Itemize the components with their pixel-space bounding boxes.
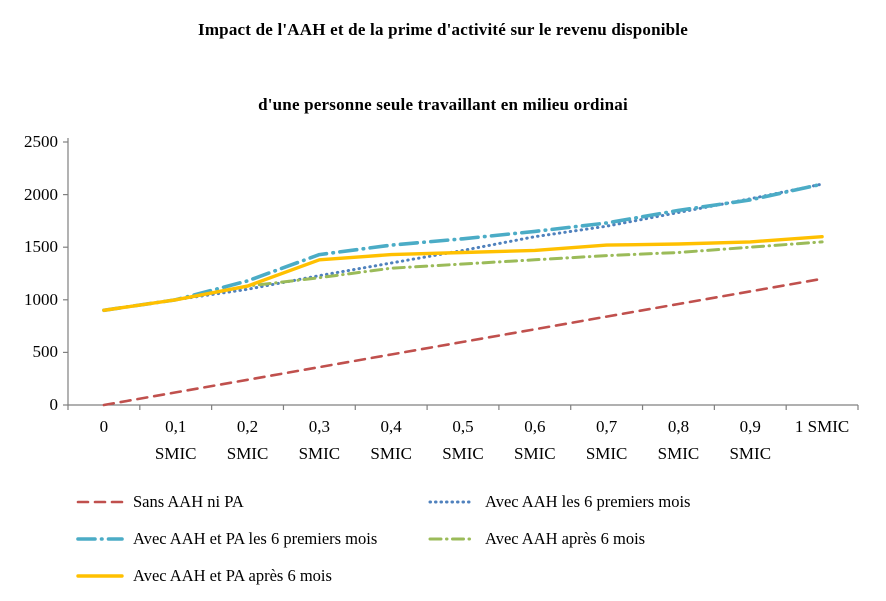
x-axis-tick-label: 0,4 SMIC — [370, 417, 412, 463]
legend-item: Avec AAH et PA après 6 mois — [76, 565, 428, 587]
legend-item: Avec AAH et PA les 6 premiers mois — [76, 528, 428, 550]
x-axis-tick-label: 0,2 SMIC — [226, 417, 269, 463]
legend-swatch — [428, 537, 476, 541]
legend-label: Avec AAH après 6 mois — [485, 529, 646, 548]
legend-label: Sans AAH ni PA — [133, 492, 244, 511]
x-axis-tick-label: 0,9 SMIC — [729, 417, 772, 463]
y-axis-labels: 0 500 1000 1500 2000 2500 — [0, 0, 58, 601]
legend-label: Avec AAH et PA après 6 mois — [133, 566, 332, 585]
y-axis-tick-label: 2000 — [24, 184, 58, 204]
y-axis-tick-label: 2500 — [24, 132, 58, 151]
y-axis-tick-label: 500 — [32, 342, 59, 362]
legend-swatch — [76, 574, 124, 578]
x-axis-tick-label: 0,5 SMIC — [442, 417, 484, 463]
legend-swatch — [76, 500, 124, 504]
x-axis-tick-label: 0,7 SMIC — [585, 417, 628, 463]
legend-item: Avec AAH les 6 premiers mois — [428, 491, 848, 513]
legend-item: Avec AAH après 6 mois — [428, 528, 848, 550]
series-line-avec-aah-et-pa-apr-s-6-mois — [102, 234, 824, 312]
chart-title: Impact de l'AAH et de la prime d'activit… — [198, 20, 688, 39]
series-line-avec-aah-et-pa-les-6-premiers-mois — [102, 182, 824, 313]
chart-subtitle: d'une personne seule travaillant en mili… — [258, 95, 628, 114]
x-axis-tick-label: 0,1 SMIC — [154, 417, 197, 463]
legend-swatch — [428, 500, 476, 504]
series-line-sans-aah-ni-pa — [102, 277, 824, 407]
legend-label: Avec AAH les 6 premiers mois — [485, 492, 691, 511]
y-axis-tick-label: 1000 — [24, 289, 58, 309]
legend-swatch — [76, 537, 124, 541]
x-axis-tick-label: 0,6 SMIC — [514, 417, 556, 463]
y-axis-tick-label: 1500 — [24, 237, 58, 257]
x-axis-tick-label: 0,3 SMIC — [298, 417, 341, 463]
legend-label: Avec AAH et PA les 6 premiers mois — [133, 529, 378, 548]
x-axis-tick-label: 0,8 SMIC — [657, 417, 700, 463]
legend-item: Sans AAH ni PA — [76, 491, 428, 513]
y-axis-tick-label: 0 — [49, 395, 59, 414]
x-axis-tick-label: 0 — [99, 417, 109, 436]
x-axis-tick-label: 1 SMIC — [794, 417, 850, 436]
series-line-avec-aah-les-6-premiers-mois — [102, 182, 824, 312]
legend: Sans AAH ni PA Avec AAH les 6 premiers mo… — [76, 491, 848, 587]
